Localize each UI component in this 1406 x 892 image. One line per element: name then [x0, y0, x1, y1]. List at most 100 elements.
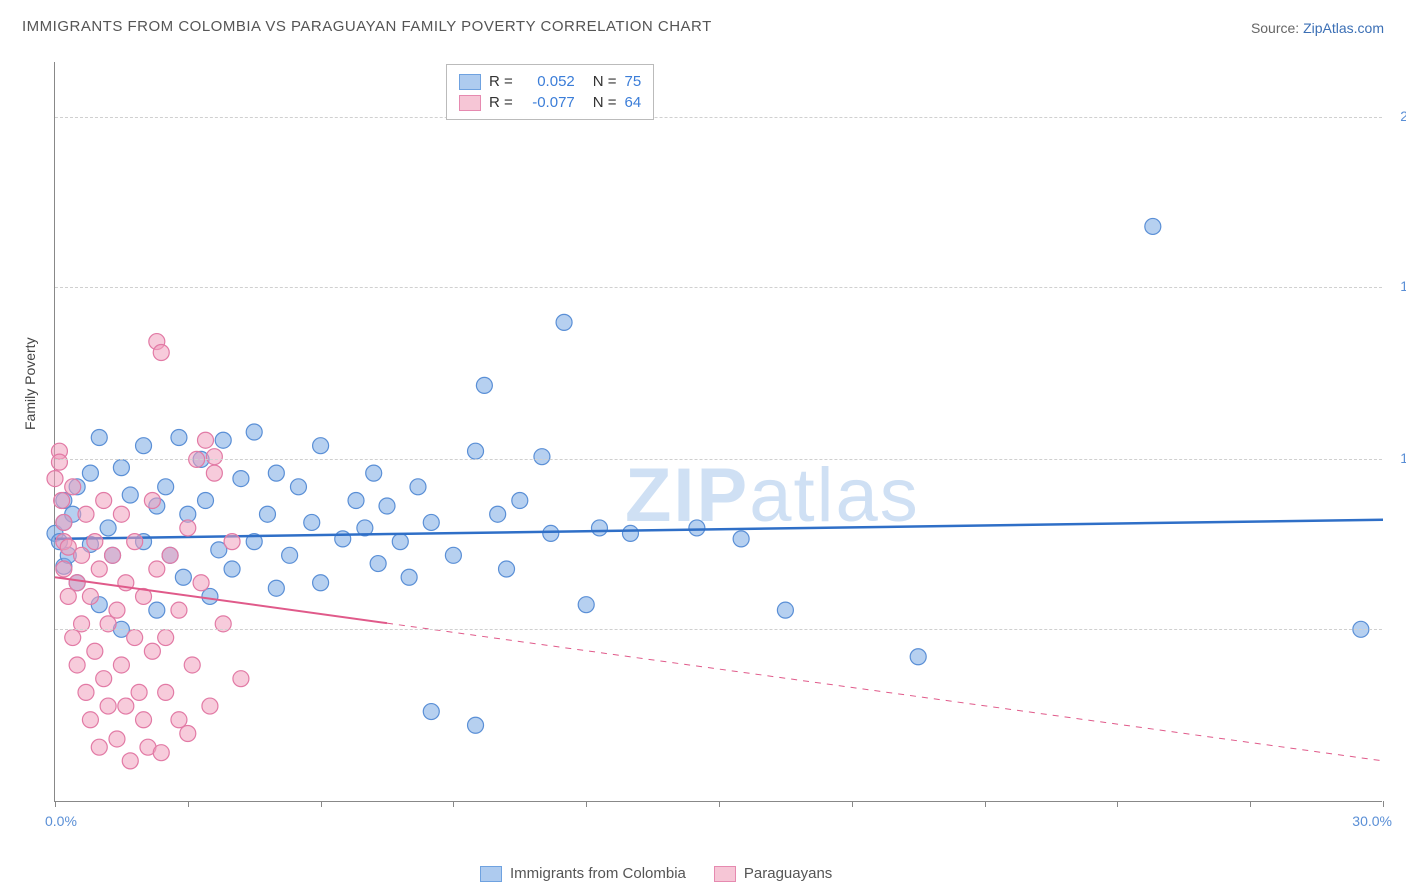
- data-point: [78, 506, 94, 522]
- chart-svg: [55, 62, 1382, 801]
- data-point: [468, 717, 484, 733]
- data-point: [348, 493, 364, 509]
- data-point: [578, 597, 594, 613]
- data-point: [246, 424, 262, 440]
- n-value: 64: [625, 94, 642, 111]
- chart-title: IMMIGRANTS FROM COLOMBIA VS PARAGUAYAN F…: [22, 18, 712, 35]
- data-point: [175, 569, 191, 585]
- data-point: [379, 498, 395, 514]
- data-point: [69, 657, 85, 673]
- source-label: Source:: [1251, 20, 1303, 36]
- data-point: [113, 657, 129, 673]
- data-point: [259, 506, 275, 522]
- r-label: R =: [489, 94, 513, 111]
- data-point: [392, 534, 408, 550]
- data-point: [313, 575, 329, 591]
- data-point: [490, 506, 506, 522]
- y-tick-label: 18.8%: [1400, 278, 1406, 294]
- data-point: [171, 429, 187, 445]
- data-point: [144, 643, 160, 659]
- data-point: [556, 314, 572, 330]
- data-point: [401, 569, 417, 585]
- data-point: [233, 471, 249, 487]
- data-point: [423, 704, 439, 720]
- x-tick: [586, 801, 587, 807]
- data-point: [224, 561, 240, 577]
- data-point: [78, 684, 94, 700]
- grid-line: [55, 459, 1382, 460]
- legend-series-label: Paraguayans: [744, 865, 832, 882]
- data-point: [149, 561, 165, 577]
- legend-series: Immigrants from Colombia Paraguayans: [480, 865, 832, 882]
- x-tick: [321, 801, 322, 807]
- data-point: [69, 575, 85, 591]
- regression-line-dashed: [387, 623, 1383, 761]
- n-label: N =: [593, 73, 617, 90]
- data-point: [512, 493, 528, 509]
- data-point: [113, 460, 129, 476]
- data-point: [910, 649, 926, 665]
- legend-series-label: Immigrants from Colombia: [510, 865, 686, 882]
- data-point: [622, 525, 638, 541]
- data-point: [122, 487, 138, 503]
- data-point: [534, 449, 550, 465]
- data-point: [268, 465, 284, 481]
- x-end-label: 30.0%: [1352, 813, 1392, 829]
- legend-stats-row: R =-0.077N =64: [459, 92, 641, 113]
- legend-swatch: [459, 74, 481, 90]
- data-point: [282, 547, 298, 563]
- data-point: [153, 345, 169, 361]
- data-point: [149, 602, 165, 618]
- data-point: [87, 643, 103, 659]
- y-tick-label: 25.0%: [1400, 108, 1406, 124]
- data-point: [202, 588, 218, 604]
- data-point: [127, 630, 143, 646]
- data-point: [109, 602, 125, 618]
- legend-stats-row: R =0.052N =75: [459, 71, 641, 92]
- data-point: [56, 561, 72, 577]
- data-point: [180, 725, 196, 741]
- x-tick: [1383, 801, 1384, 807]
- data-point: [777, 602, 793, 618]
- data-point: [96, 671, 112, 687]
- data-point: [82, 588, 98, 604]
- data-point: [144, 493, 160, 509]
- data-point: [366, 465, 382, 481]
- source-attribution: Source: ZipAtlas.com: [1251, 20, 1384, 38]
- data-point: [206, 449, 222, 465]
- data-point: [162, 547, 178, 563]
- legend-stats: R =0.052N =75 R = -0.077 N = 64: [446, 64, 654, 120]
- data-point: [109, 731, 125, 747]
- data-point: [56, 514, 72, 530]
- data-point: [122, 753, 138, 769]
- x-tick: [852, 801, 853, 807]
- plot-area: ZIPatlas 6.3%12.5%18.8%25.0% 0.0% 30.0%: [54, 62, 1382, 802]
- data-point: [136, 438, 152, 454]
- legend-swatch: [480, 866, 502, 882]
- data-point: [233, 671, 249, 687]
- data-point: [445, 547, 461, 563]
- data-point: [91, 739, 107, 755]
- r-value: -0.077: [521, 94, 575, 111]
- y-axis-label: Family Poverty: [22, 337, 38, 430]
- data-point: [476, 377, 492, 393]
- data-point: [689, 520, 705, 536]
- data-point: [202, 698, 218, 714]
- data-point: [171, 602, 187, 618]
- data-point: [733, 531, 749, 547]
- y-tick-label: 12.5%: [1400, 450, 1406, 466]
- data-point: [423, 514, 439, 530]
- data-point: [543, 525, 559, 541]
- data-point: [158, 684, 174, 700]
- data-point: [51, 454, 67, 470]
- data-point: [410, 479, 426, 495]
- regression-line-solid: [55, 520, 1383, 539]
- data-point: [193, 575, 209, 591]
- source-link[interactable]: ZipAtlas.com: [1303, 20, 1384, 36]
- data-point: [1145, 218, 1161, 234]
- data-point: [91, 429, 107, 445]
- legend-series-item: Immigrants from Colombia: [480, 865, 686, 882]
- data-point: [47, 471, 63, 487]
- x-tick: [985, 801, 986, 807]
- data-point: [82, 465, 98, 481]
